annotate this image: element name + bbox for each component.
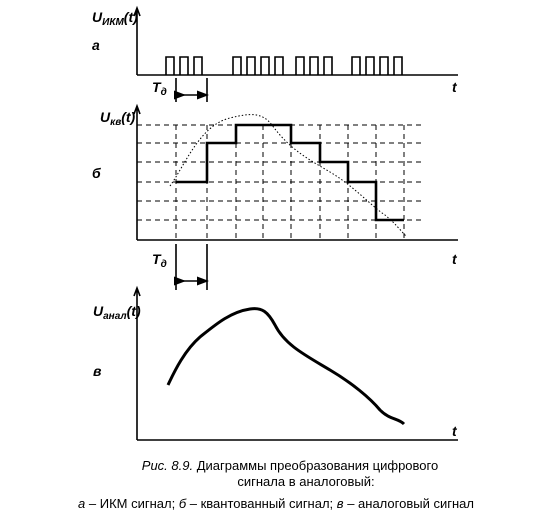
text: T: [152, 79, 162, 95]
original-signal: [169, 114, 407, 237]
text: U: [93, 303, 104, 319]
y-label: Uкв(t): [100, 109, 136, 128]
text: – аналоговый сигнал: [344, 496, 474, 511]
panel-b: Uкв(t) б Tд t: [92, 103, 458, 290]
text: ИКМ: [102, 17, 124, 28]
text: кв: [110, 117, 121, 128]
text: (t): [124, 9, 138, 25]
text: U: [92, 9, 103, 25]
period-ticks: [175, 244, 208, 290]
period-label: Tд: [152, 251, 167, 270]
analog-signal: [166, 307, 406, 426]
period-label: Tд: [152, 79, 167, 98]
panel-letter: в: [93, 363, 102, 379]
text: U: [100, 109, 111, 125]
y-axis: [133, 5, 141, 75]
x-label: t: [452, 423, 458, 439]
period-ticks: [175, 78, 208, 102]
panel-letter: а: [92, 37, 100, 53]
staircase: [176, 123, 404, 222]
text: анал: [103, 311, 127, 322]
text: T: [152, 251, 162, 267]
text: (t): [127, 303, 141, 319]
text: а: [78, 496, 85, 511]
pcm-pulses: [165, 56, 403, 75]
panel-a: UИКМ(t) а Tд t: [92, 5, 458, 102]
panel-letter: б: [92, 165, 101, 181]
caption-legend: а – ИКМ сигнал; б – квантованный сигнал;…: [78, 496, 474, 511]
text: – ИКМ сигнал;: [85, 496, 179, 511]
text: д: [161, 87, 167, 98]
x-label: t: [452, 79, 458, 95]
level-lines: [137, 124, 425, 221]
panel-c: Uанал(t) в t: [93, 285, 458, 441]
text: (t): [121, 109, 135, 125]
y-axis: [133, 285, 141, 440]
text: в: [337, 496, 344, 511]
caption-line: Рис. 8.9. Диаграммы преобразования цифро…: [142, 458, 438, 473]
caption: Рис. 8.9. Диаграммы преобразования цифро…: [78, 458, 474, 511]
x-label: t: [452, 251, 458, 267]
text: б: [179, 496, 187, 511]
text: д: [161, 259, 167, 270]
y-axis: [133, 103, 141, 240]
y-label: Uанал(t): [93, 303, 141, 322]
caption-line: сигнала в аналоговый:: [237, 474, 374, 489]
y-label: UИКМ(t): [92, 9, 138, 28]
text: Диаграммы преобразования цифрового: [197, 458, 438, 473]
text: – квантованный сигнал;: [186, 496, 337, 511]
text: Рис. 8.9.: [142, 458, 193, 473]
